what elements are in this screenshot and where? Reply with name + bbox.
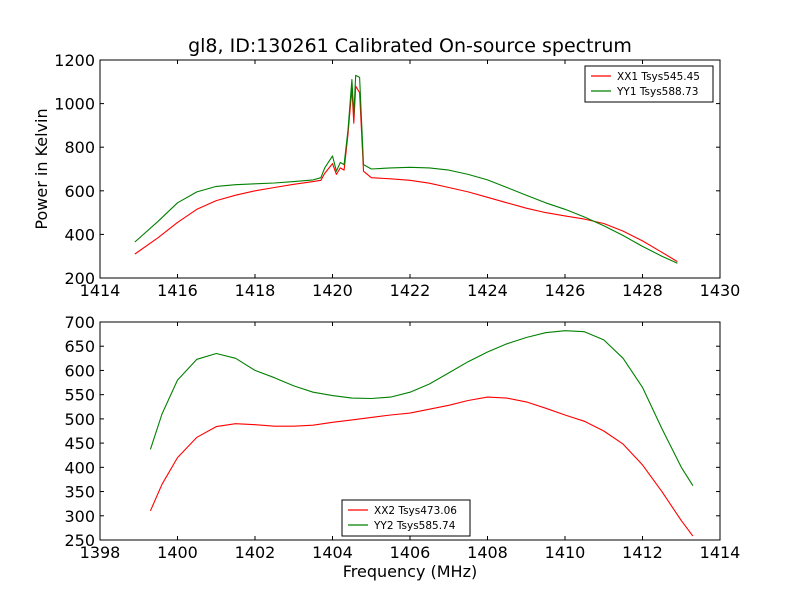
x-tick-label: 1400 [157, 543, 198, 562]
x-tick-label: 1410 [545, 543, 586, 562]
y-tick-label: 600 [64, 361, 95, 380]
x-tick-label: 1412 [622, 543, 663, 562]
x-tick-label: 1408 [467, 543, 508, 562]
x-tick-label: 1430 [700, 281, 741, 300]
y-tick-label: 200 [64, 269, 95, 288]
y-tick-label: 400 [64, 458, 95, 477]
y-tick-label: 700 [64, 313, 95, 332]
legend: XX2 Tsys473.06 YY2 Tsys585.74 [341, 499, 471, 537]
legend-box [584, 65, 714, 103]
x-tick-label: 1422 [390, 281, 431, 300]
series-line-2 [134, 74, 678, 264]
legend-box [341, 499, 471, 537]
y-tick-label: 650 [64, 337, 95, 356]
y-tick-label: 400 [64, 225, 95, 244]
y-tick-label: 800 [64, 138, 95, 157]
y-tick-label: 350 [64, 483, 95, 502]
y-tick-label: 1000 [54, 95, 95, 114]
x-tick-label: 1406 [390, 543, 431, 562]
x-tick-label: 1418 [235, 281, 276, 300]
x-tick-label: 1416 [157, 281, 198, 300]
x-tick-label: 1420 [312, 281, 353, 300]
x-axis-label: Frequency (MHz) [343, 562, 477, 581]
legend-label-2: YY2 Tsys585.74 [373, 520, 456, 532]
x-tick-label: 1414 [80, 281, 121, 300]
top-subplot: 1414 1416 1418 1420 1422 1424 1426 1428 1430 200 4… [32, 35, 740, 300]
series-line-1 [149, 396, 694, 537]
chart-title: gl8, ID:130261 Calibrated On-source spec… [188, 35, 632, 57]
x-tick-label: 1398 [80, 543, 121, 562]
legend-label-2: YY1 Tsys588.73 [616, 86, 698, 98]
x-tick-label: 1424 [467, 281, 508, 300]
y-tick-label: 250 [64, 531, 95, 550]
y-tick-label: 1200 [54, 51, 95, 70]
x-tick-label: 1402 [235, 543, 276, 562]
y-tick-label: 500 [64, 410, 95, 429]
legend-label-1: XX1 Tsys545.45 [617, 71, 700, 83]
x-tick-label: 1428 [622, 281, 663, 300]
y-tick-label: 550 [64, 386, 95, 405]
y-axis-label: Power in Kelvin [32, 108, 51, 229]
x-tick-label: 1404 [312, 543, 353, 562]
y-tick-label: 450 [64, 434, 95, 453]
x-tick-label: 1426 [545, 281, 586, 300]
legend: XX1 Tsys545.45 YY1 Tsys588.73 [584, 65, 714, 103]
x-tick-label: 1414 [700, 543, 741, 562]
legend-label-1: XX2 Tsys473.06 [374, 505, 457, 517]
bottom-subplot: 1398 1400 1402 1404 1406 1408 1410 1412 1414 250 3… [64, 313, 740, 581]
series-line-2 [149, 330, 694, 486]
y-tick-label: 300 [64, 507, 95, 526]
y-tick-label: 600 [64, 182, 95, 201]
